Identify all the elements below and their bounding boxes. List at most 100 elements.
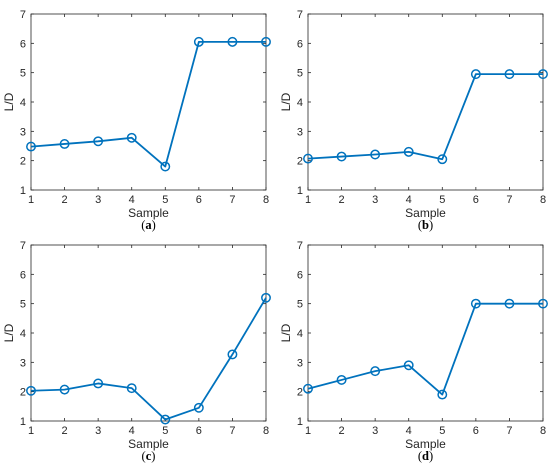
data-point-marker [227, 349, 238, 360]
y-tick-label: 3 [297, 126, 303, 138]
y-tick-label: 4 [20, 328, 26, 340]
panel-caption: (b) [418, 218, 433, 232]
y-tick-label: 2 [20, 387, 26, 399]
y-tick-label: 2 [297, 156, 303, 168]
data-point-marker [470, 298, 481, 309]
panel-caption-letter: a [145, 218, 152, 232]
x-tick-label: 7 [229, 425, 235, 437]
y-tick-label: 6 [20, 269, 26, 281]
x-tick-label: 1 [305, 425, 311, 437]
x-tick-label: 8 [540, 425, 546, 437]
x-axis-label: Sample [128, 437, 169, 451]
x-tick-label: 2 [339, 194, 345, 206]
x-tick-label: 3 [372, 425, 378, 437]
x-tick-label: 5 [162, 425, 168, 437]
x-tick-label: 3 [372, 194, 378, 206]
panel-d: 1 2 3 4 5 6 7 8 1 2 3 4 5 6 7 Sample L/D (d) [279, 240, 548, 463]
series-line [307, 73, 543, 161]
y-tick-label: 3 [20, 357, 26, 369]
x-tick-label: 3 [95, 194, 101, 206]
data-point-marker [193, 402, 204, 413]
data-point-marker [26, 141, 36, 152]
x-tick-label: 4 [129, 194, 135, 206]
x-tick-label: 8 [263, 194, 269, 206]
y-tick-label: 7 [20, 9, 26, 21]
data-point-marker [303, 153, 313, 164]
y-tick-label: 3 [20, 126, 26, 138]
data-point-marker [59, 384, 70, 395]
series-line [30, 40, 266, 168]
y-tick-label: 6 [297, 269, 303, 281]
data-point-marker [504, 69, 515, 80]
y-tick-label: 1 [297, 416, 303, 428]
data-point-marker [261, 36, 271, 47]
y-axis-label: L/D [2, 323, 16, 342]
x-tick-label: 7 [229, 194, 235, 206]
plot-area [307, 13, 544, 191]
x-tick-label: 4 [129, 425, 135, 437]
y-tick-label: 1 [20, 416, 26, 428]
x-axis-label: Sample [405, 437, 446, 451]
y-tick-label: 4 [20, 97, 26, 109]
data-point-marker [336, 374, 347, 385]
x-tick-label: 1 [28, 194, 34, 206]
data-point-marker [26, 385, 36, 396]
data-point-marker [403, 360, 414, 371]
y-axis-label: L/D [279, 323, 293, 342]
y-tick-label: 7 [20, 240, 26, 252]
x-axis-label: Sample [128, 206, 169, 220]
data-point-marker [193, 36, 204, 47]
plot-area [30, 244, 267, 422]
y-tick-label: 4 [297, 97, 303, 109]
y-tick-label: 5 [20, 68, 26, 80]
x-tick-label: 1 [305, 194, 311, 206]
y-tick-label: 2 [20, 156, 26, 168]
data-point-marker [336, 151, 347, 162]
y-tick-label: 3 [297, 357, 303, 369]
y-tick-label: 6 [297, 38, 303, 50]
x-tick-label: 2 [62, 194, 68, 206]
y-tick-label: 5 [297, 299, 303, 311]
panel-caption-letter: b [422, 218, 429, 232]
data-point-marker [93, 378, 104, 389]
x-tick-label: 8 [540, 194, 546, 206]
panel-a: 1 2 3 4 5 6 7 8 1 2 3 4 5 6 7 Sample L/D (a) [2, 9, 271, 232]
x-tick-label: 6 [196, 425, 202, 437]
data-point-marker [227, 36, 238, 47]
data-point-marker [437, 154, 448, 165]
plot-area [307, 244, 544, 422]
panel-c: 1 2 3 4 5 6 7 8 1 2 3 4 5 6 7 Sample L/D (c) [2, 240, 271, 463]
y-tick-label: 7 [297, 9, 303, 21]
data-point-marker [370, 366, 381, 377]
x-tick-label: 4 [406, 194, 412, 206]
y-tick-label: 5 [297, 68, 303, 80]
y-tick-label: 6 [20, 38, 26, 50]
data-point-marker [126, 383, 137, 394]
x-tick-label: 5 [439, 194, 445, 206]
x-tick-label: 5 [162, 194, 168, 206]
x-tick-label: 7 [506, 425, 512, 437]
y-axis-label: L/D [279, 92, 293, 111]
x-tick-label: 1 [28, 425, 34, 437]
panel-b: 1 2 3 4 5 6 7 8 1 2 3 4 5 6 7 Sample L/D (b) [279, 9, 548, 232]
y-tick-label: 1 [20, 185, 26, 197]
x-tick-label: 2 [339, 425, 345, 437]
series-line [30, 297, 267, 421]
data-point-marker [538, 298, 548, 309]
data-point-marker [437, 389, 448, 400]
data-point-marker [160, 414, 171, 425]
y-tick-label: 1 [297, 185, 303, 197]
x-tick-label: 6 [196, 194, 202, 206]
data-point-marker [261, 292, 271, 303]
y-tick-label: 7 [297, 240, 303, 252]
panel-caption: (d) [418, 449, 433, 463]
x-tick-label: 7 [506, 194, 512, 206]
x-tick-label: 6 [473, 194, 479, 206]
y-tick-label: 5 [20, 299, 26, 311]
data-point-marker [93, 136, 104, 147]
panel-caption: (c) [142, 449, 156, 463]
panel-caption-letter: c [146, 449, 152, 463]
panel-caption: (a) [141, 218, 156, 232]
y-tick-label: 4 [297, 328, 303, 340]
